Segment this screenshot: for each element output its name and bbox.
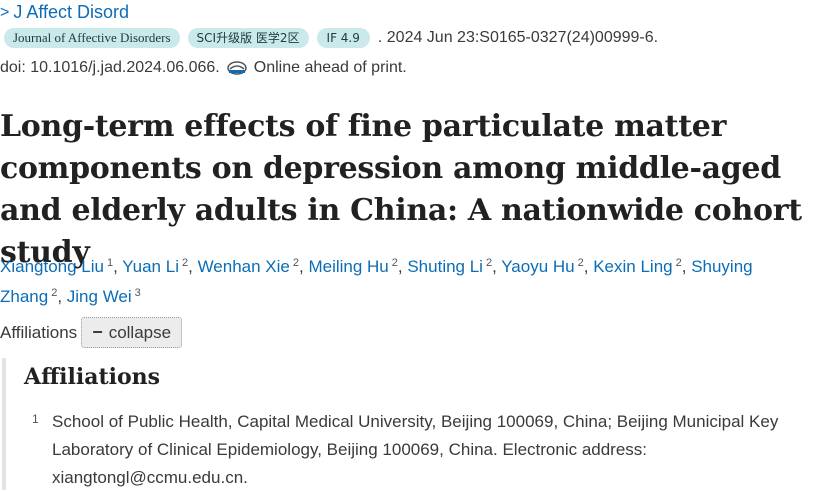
author-affiliation-ref[interactable]: 3: [134, 287, 141, 299]
chevron-right-icon: >: [0, 3, 10, 21]
author-item: Yaoyu Hu 2: [501, 257, 584, 276]
affiliations-label: Affiliations: [0, 322, 78, 342]
author-affiliation-ref[interactable]: 2: [181, 257, 189, 269]
affiliations-panel: Affiliations 1 School of Public Health, …: [2, 358, 816, 490]
author-affiliation-ref[interactable]: 2: [675, 257, 682, 269]
affiliations-heading: Affiliations: [24, 364, 161, 390]
affiliation-number: 1: [32, 412, 39, 426]
author-link[interactable]: Yaoyu Hu: [501, 257, 575, 276]
affiliations-toggle-row: Affiliations − collapse: [0, 317, 183, 348]
author-link[interactable]: Kexin Ling: [593, 257, 673, 276]
author-affiliation-ref[interactable]: 2: [577, 257, 584, 269]
author-item: Meiling Hu 2: [308, 257, 397, 276]
author-item: Jing Wei 3: [67, 287, 141, 306]
author-link[interactable]: Shuting Li: [407, 257, 483, 276]
author-item: Shuying Zhang 2: [0, 257, 753, 306]
author-affiliation-ref[interactable]: 2: [485, 257, 493, 269]
collapse-label: collapse: [108, 322, 172, 342]
doi-text: doi: 10.1016/j.jad.2024.06.066.: [0, 59, 220, 76]
author-link[interactable]: Yuan Li: [122, 257, 179, 276]
journal-abbrev: J Affect Disord: [13, 2, 130, 22]
citation-date: . 2024 Jun 23:S0165-0327(24)00999-6.: [377, 29, 659, 46]
doi-row: doi: 10.1016/j.jad.2024.06.066. Online a…: [0, 59, 407, 77]
badge-row: Journal of Affective Disorders SCI升级版 医学…: [4, 28, 658, 48]
author-link[interactable]: Wenhan Xie: [197, 257, 290, 276]
author-affiliation-ref[interactable]: 2: [391, 257, 398, 269]
author-affiliation-ref[interactable]: 1: [106, 257, 114, 269]
author-link[interactable]: Shuying Zhang: [0, 257, 753, 306]
affiliation-text: School of Public Health, Capital Medical…: [52, 412, 779, 487]
affiliation-item: 1 School of Public Health, Capital Medic…: [32, 408, 816, 492]
author-item: Wenhan Xie 2: [198, 257, 299, 276]
journal-link[interactable]: > J Affect Disord: [0, 2, 129, 23]
article-title: Long-term effects of fine particulate ma…: [0, 109, 802, 270]
author-item: Shuting Li 2: [407, 257, 492, 276]
author-affiliation-ref[interactable]: 2: [51, 287, 58, 299]
author-affiliation-ref[interactable]: 2: [292, 257, 299, 269]
author-item: Xiangtong Liu 1: [0, 257, 113, 276]
sci-badge[interactable]: SCI升级版 医学2区: [187, 28, 309, 48]
journal-full-badge[interactable]: Journal of Affective Disorders: [4, 28, 180, 48]
impact-factor-badge[interactable]: IF 4.9: [316, 28, 370, 48]
minus-icon: −: [92, 322, 103, 342]
author-list: Xiangtong Liu 1, Yuan Li 2, Wenhan Xie 2, M…: [0, 257, 753, 306]
author-item: Kexin Ling 2: [593, 257, 682, 276]
author-item: Yuan Li 2: [122, 257, 188, 276]
collapse-button[interactable]: − collapse: [81, 317, 183, 348]
ahead-of-print-label: Online ahead of print.: [253, 59, 407, 76]
author-link[interactable]: Jing Wei: [66, 287, 132, 306]
online-ahead-icon: [227, 61, 247, 75]
author-link[interactable]: Meiling Hu: [308, 257, 389, 276]
author-link[interactable]: Xiangtong Liu: [0, 257, 104, 276]
